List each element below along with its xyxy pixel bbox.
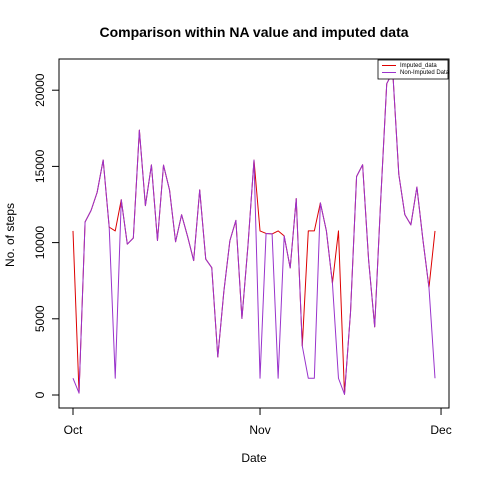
- legend-label-1: Imputed_data: [400, 63, 437, 69]
- y-tick-label: 5000: [33, 305, 47, 332]
- series-line-2: [72, 71, 436, 395]
- x-tick-label: Oct: [64, 423, 83, 437]
- chart-title: Comparison within NA value and imputed d…: [99, 24, 408, 40]
- x-tick-label: Nov: [249, 423, 270, 437]
- y-tick-label: 15000: [33, 149, 47, 183]
- y-tick-label: 20000: [33, 73, 47, 107]
- plot-area: [72, 71, 436, 395]
- y-axis-label: No. of steps: [3, 203, 17, 267]
- legend-label-2: Non-Imputed Data: [400, 70, 450, 76]
- x-axis-label: Date: [241, 451, 267, 465]
- x-tick-label: Dec: [430, 423, 451, 437]
- y-axis: 0 5000 10000 15000 20000: [33, 73, 60, 398]
- y-tick-label: 0: [33, 391, 47, 398]
- y-tick-label: 10000: [33, 226, 47, 260]
- legend-box: [377, 59, 449, 80]
- x-axis: Oct Nov Dec: [64, 407, 452, 437]
